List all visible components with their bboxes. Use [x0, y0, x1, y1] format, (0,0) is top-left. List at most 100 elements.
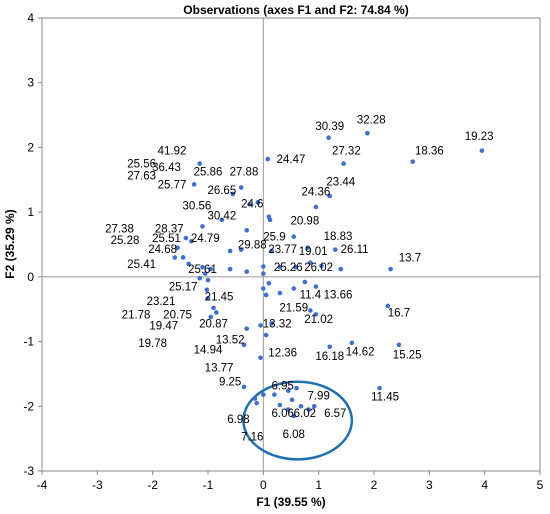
data-point — [306, 407, 312, 412]
data-point — [230, 191, 236, 197]
point-label: 15.25 — [393, 350, 422, 362]
data-point — [175, 245, 180, 251]
x-tick-label: 5 — [537, 478, 544, 492]
point-label: 13.52 — [216, 335, 245, 347]
point-label: 25.77 — [158, 179, 187, 191]
point-label: 11.45 — [371, 392, 399, 404]
data-point — [197, 161, 202, 166]
point-label: 27.63 — [127, 170, 156, 182]
data-point — [313, 312, 319, 317]
data-point — [267, 217, 273, 223]
data-point — [252, 396, 258, 401]
point-label: 20.75 — [163, 309, 192, 321]
point-label: 18.36 — [415, 146, 444, 158]
point-label: 26.02 — [304, 262, 333, 274]
point-label: 30.56 — [183, 201, 212, 213]
data-point — [204, 287, 210, 293]
point-label: 25.86 — [194, 166, 223, 178]
data-point — [266, 281, 272, 286]
data-point — [293, 264, 298, 270]
data-point — [294, 385, 299, 391]
data-point — [396, 342, 402, 348]
chart-title: Observations (axes F1 and F2: 74.84 %) — [183, 3, 408, 17]
data-point — [388, 266, 393, 272]
x-tick-label: 2 — [371, 478, 378, 492]
x-axis-label: F1 (39.55 %) — [256, 495, 325, 509]
data-point — [261, 392, 266, 397]
point-label: 11.4 — [300, 289, 322, 301]
point-label: 6.95 — [272, 381, 294, 393]
data-point — [227, 266, 233, 272]
y-tick-label: -3 — [23, 464, 34, 478]
highlight-ellipse — [242, 380, 354, 461]
point-label: 20.87 — [199, 318, 228, 330]
data-point — [313, 204, 319, 210]
data-point — [238, 247, 244, 252]
point-label: 7.16 — [241, 432, 263, 444]
data-point — [241, 342, 247, 348]
data-point — [208, 266, 214, 272]
point-label: 25.61 — [188, 264, 217, 276]
data-point — [332, 247, 338, 252]
point-label: 32.28 — [357, 115, 386, 127]
data-point — [247, 202, 252, 207]
point-label: 24.36 — [302, 186, 331, 198]
point-label: 19.23 — [465, 131, 494, 143]
data-point — [410, 159, 416, 164]
data-point — [241, 384, 247, 390]
point-label: 13.32 — [263, 318, 292, 330]
data-point — [272, 392, 277, 397]
data-point — [189, 238, 194, 244]
point-label: 21.59 — [279, 302, 308, 314]
y-axis-label: F2 (35.29 %) — [3, 209, 17, 278]
data-point — [261, 286, 266, 291]
data-point — [205, 277, 211, 283]
data-point — [341, 161, 346, 166]
point-label: 21.78 — [122, 309, 151, 321]
point-label: 26.65 — [207, 185, 236, 197]
x-tick-label: 0 — [260, 478, 267, 492]
data-point — [338, 266, 344, 272]
data-point — [254, 400, 259, 406]
data-point — [302, 279, 308, 285]
data-point — [305, 245, 310, 251]
point-label: 41.92 — [158, 146, 187, 158]
point-label: 6.02 — [294, 408, 316, 420]
data-point — [244, 326, 250, 331]
point-label: 16.7 — [388, 307, 410, 319]
point-label: 24.6 — [241, 199, 263, 211]
point-label: 27.38 — [105, 223, 134, 235]
data-point — [265, 156, 271, 162]
point-label: 25.9 — [263, 232, 285, 244]
point-label: 16.18 — [315, 351, 344, 363]
point-label: 19.47 — [149, 320, 178, 332]
data-point — [308, 260, 313, 265]
data-point — [269, 321, 274, 326]
y-tick-label: 4 — [27, 11, 34, 25]
point-label: 27.88 — [230, 166, 259, 178]
data-point — [385, 303, 391, 309]
data-point — [313, 284, 319, 289]
x-tick-label: 3 — [426, 478, 433, 492]
point-label: 24.79 — [191, 233, 220, 245]
data-point — [202, 271, 208, 276]
point-label: 13.77 — [205, 362, 234, 374]
data-point — [208, 314, 214, 320]
point-label: 25.26 — [274, 262, 303, 274]
data-point — [227, 248, 233, 254]
point-label: 7.99 — [307, 390, 329, 402]
y-tick-label: -2 — [23, 399, 34, 413]
point-label: 25.41 — [127, 259, 156, 271]
point-label: 27.32 — [332, 146, 361, 158]
data-points — [172, 130, 485, 419]
point-labels: 30.39 32.28 19.23 18.36 27.32 24.47 41.92 36.43… — [105, 115, 493, 444]
data-point — [291, 413, 297, 419]
data-point — [298, 403, 304, 409]
x-tick-label: 4 — [481, 478, 488, 492]
point-label: 25.28 — [111, 235, 140, 247]
point-label: 30.42 — [207, 210, 236, 222]
data-point — [261, 271, 266, 276]
point-label: 36.43 — [152, 162, 181, 174]
point-label: 12.36 — [268, 348, 297, 360]
